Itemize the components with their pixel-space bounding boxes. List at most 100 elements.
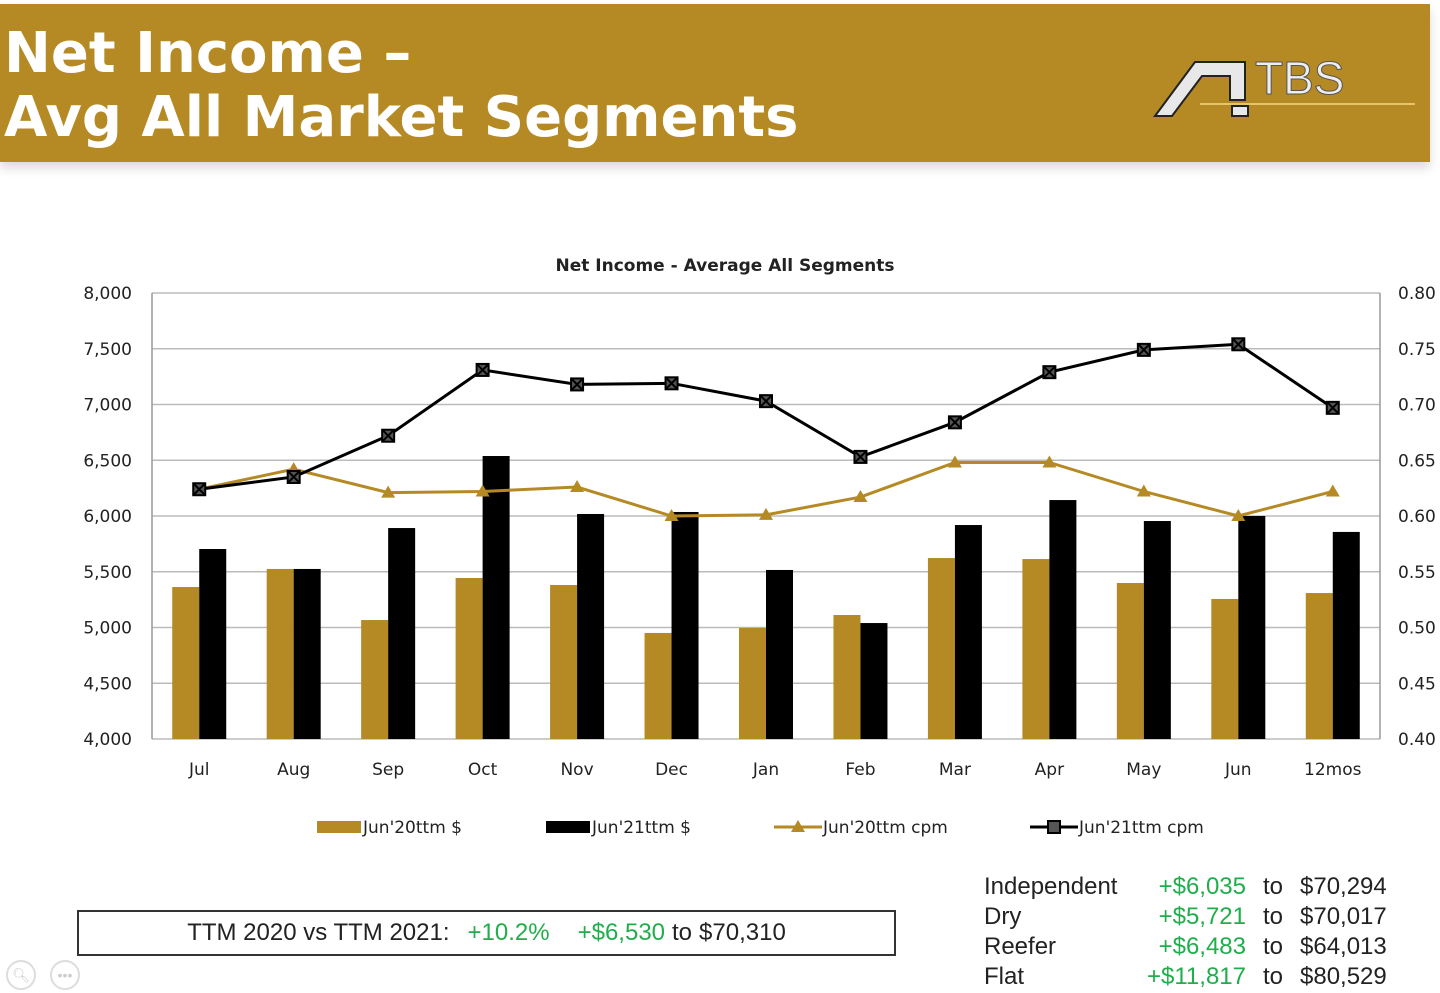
- marker-triangle: [853, 490, 868, 503]
- marker-x: [475, 363, 490, 377]
- atbs-logo: TBS: [1153, 52, 1415, 117]
- y-right-tick-label: 0.65: [1398, 451, 1436, 471]
- segment-row: Flat +$11,817 to $80,529: [984, 962, 1387, 992]
- marker-x-square: [947, 415, 962, 430]
- x-tick-label: May: [1126, 760, 1161, 780]
- marker-x: [1231, 337, 1246, 351]
- bar-jun20-dollars: [266, 568, 294, 739]
- net-income-chart: Net Income - Average All Segments 4,000 0…: [83, 256, 1436, 838]
- bar-jun21-dollars: [860, 623, 888, 739]
- marker-triangle: [1231, 509, 1246, 521]
- y-left-tick-label: 8,000: [83, 284, 132, 304]
- legend-marker-triangle: [791, 820, 805, 832]
- y-right-tick-label: 0.55: [1398, 563, 1436, 583]
- marker-x: [1326, 401, 1340, 415]
- ellipsis-icon[interactable]: •••: [50, 960, 80, 990]
- bar-jun20-dollars: [833, 615, 861, 739]
- bar-jun20-dollars: [172, 587, 200, 739]
- bar-jun20-dollars: [1305, 593, 1333, 739]
- marker-triangle: [1136, 484, 1151, 497]
- bar-jun21-dollars: [954, 525, 982, 739]
- bar-jun21-dollars: [1332, 531, 1360, 739]
- x-tick-label: Nov: [560, 760, 593, 780]
- bar-jun20-dollars: [550, 585, 578, 739]
- summary-label: TTM 2020 vs TTM 2021:: [187, 919, 450, 946]
- segment-to: to: [1262, 903, 1283, 930]
- segment-name: Reefer: [984, 933, 1057, 960]
- marker-x: [853, 450, 868, 464]
- segment-name: Dry: [984, 903, 1022, 930]
- y-right-tick-label: 0.60: [1398, 507, 1436, 527]
- x-tick-label: 12mos: [1304, 760, 1362, 780]
- marker-x: [381, 429, 395, 443]
- marker-x-square: [1231, 337, 1246, 352]
- page-title: Net Income – Avg All Market Segments: [4, 22, 798, 150]
- segment-total: $64,013: [1300, 933, 1387, 960]
- bar-jun21-dollars: [293, 568, 321, 739]
- bar-jun20-dollars: [361, 620, 389, 739]
- marker-x-square: [1042, 365, 1057, 380]
- marker-x-square: [1325, 400, 1340, 415]
- segment-name: Flat: [984, 963, 1025, 990]
- legend-label: Jun'21ttm cpm: [1078, 818, 1204, 838]
- y-left-tick-label: 4,000: [83, 730, 132, 750]
- x-tick-label: Sep: [372, 760, 404, 780]
- y-right-tick-label: 0.80: [1398, 284, 1436, 304]
- marker-x: [1042, 365, 1057, 379]
- legend-label: Jun'21ttm $: [591, 818, 691, 838]
- x-tick-label: Oct: [468, 760, 498, 780]
- bar-jun20-dollars: [1022, 559, 1050, 739]
- marker-x-square: [759, 394, 773, 409]
- ttm-summary-box: TTM 2020 vs TTM 2021: +10.2% +$6,530 to …: [77, 910, 896, 956]
- legend-swatch: [317, 821, 361, 833]
- segment-name: Independent: [984, 873, 1118, 900]
- chart-title: Net Income - Average All Segments: [555, 256, 894, 276]
- x-tick-label: Dec: [655, 760, 688, 780]
- title-line-2: Avg All Market Segments: [4, 85, 799, 150]
- y-right-tick-label: 0.70: [1398, 396, 1436, 416]
- segment-row: Reefer +$6,483 to $64,013: [984, 932, 1387, 962]
- legend-label: Jun'20ttm $: [362, 818, 462, 838]
- marker-x-square: [192, 482, 207, 497]
- marker-x-square: [570, 377, 585, 392]
- title-line-1: Net Income –: [4, 21, 412, 86]
- segment-table: Independent +$6,035 to $70,294 Dry +$5,721 to…: [984, 872, 1387, 992]
- segment-to: to: [1262, 873, 1283, 900]
- bar-jun21-dollars: [1049, 500, 1077, 739]
- segment-total: $70,017: [1300, 903, 1387, 930]
- legend-swatch: [546, 821, 590, 833]
- bar-jun21-dollars: [1238, 516, 1266, 739]
- segment-to: to: [1262, 933, 1283, 960]
- segment-total: $70,294: [1300, 873, 1387, 900]
- bar-jun21-dollars: [482, 456, 510, 739]
- bar-jun20-dollars: [455, 577, 483, 739]
- summary-increase: +$6,530: [577, 919, 666, 946]
- bar-jun21-dollars: [577, 513, 605, 739]
- marker-x: [1137, 343, 1151, 357]
- x-tick-label: Feb: [845, 760, 875, 780]
- header-banner: Net Income – Avg All Market Segments TBS: [0, 4, 1430, 162]
- legend-marker-square: [1047, 820, 1061, 834]
- bar-jun20-dollars: [927, 558, 955, 739]
- marker-triangle: [1325, 484, 1340, 497]
- magnifier-icon[interactable]: 🔍︎: [6, 960, 36, 990]
- bar-jun21-dollars: [671, 511, 699, 739]
- y-right-tick-label: 0.45: [1398, 674, 1436, 694]
- bar-jun21-dollars: [199, 549, 227, 739]
- marker-triangle: [1042, 455, 1057, 468]
- x-tick-label: Jan: [752, 760, 779, 780]
- marker-x-square: [381, 428, 396, 443]
- y-left-tick-label: 4,500: [83, 674, 132, 694]
- segment-total: $80,529: [1300, 963, 1387, 990]
- line-jun21-cpm: [199, 342, 1334, 491]
- marker-x: [664, 376, 679, 391]
- y-left-tick-label: 7,500: [83, 340, 132, 360]
- segment-increase: +$6,035: [1158, 873, 1246, 900]
- legend-label: Jun'20ttm cpm: [822, 818, 948, 838]
- bar-jun21-dollars: [388, 528, 416, 739]
- segment-increase: +$5,721: [1158, 903, 1246, 930]
- marker-triangle: [759, 507, 773, 520]
- y-left-tick-label: 6,000: [83, 507, 132, 527]
- segment-increase: +$6,483: [1158, 933, 1246, 960]
- x-tick-label: Jul: [188, 760, 210, 780]
